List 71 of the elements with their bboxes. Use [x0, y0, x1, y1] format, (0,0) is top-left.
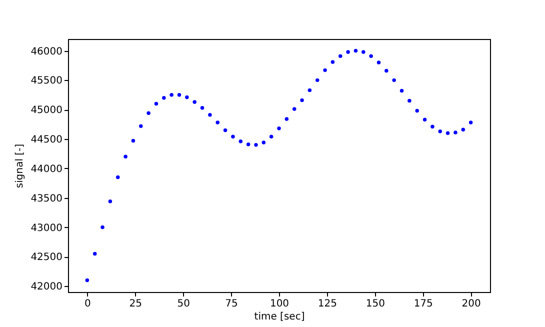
point: [223, 128, 228, 132]
point: [116, 175, 120, 180]
x-tick-label: 75: [225, 298, 238, 310]
point: [330, 60, 335, 64]
point: [200, 106, 204, 110]
y-tick-label: 46000: [30, 46, 62, 58]
point: [277, 126, 281, 130]
point: [446, 131, 450, 136]
point: [323, 68, 327, 72]
point: [461, 128, 466, 132]
point: [369, 54, 373, 58]
x-tick-label: 50: [177, 298, 190, 310]
x-tick-label: 100: [270, 298, 290, 310]
y-tick-label: 42500: [30, 252, 62, 264]
y-tick-label: 43000: [30, 222, 62, 234]
point: [292, 107, 296, 111]
point: [422, 118, 427, 122]
point: [384, 68, 388, 73]
x-tick-label: 200: [462, 298, 481, 310]
point: [131, 138, 136, 143]
point: [238, 140, 243, 144]
x-tick-label: 175: [414, 298, 433, 310]
point: [162, 96, 166, 100]
point: [192, 100, 196, 104]
point: [315, 78, 320, 82]
point: [108, 200, 112, 204]
point: [100, 225, 104, 230]
y-tick-label: 45500: [30, 76, 62, 87]
point: [284, 117, 289, 121]
x-tick-label: 25: [129, 298, 142, 310]
point: [262, 140, 266, 144]
y-tick-label: 42000: [30, 282, 62, 293]
point: [185, 95, 189, 100]
point: [124, 154, 128, 159]
point: [92, 252, 97, 256]
point: [170, 93, 174, 97]
point: [85, 278, 90, 282]
point: [254, 143, 258, 147]
point: [438, 130, 442, 134]
point: [454, 130, 458, 134]
point: [231, 134, 235, 139]
x-axis-title: time [sec]: [254, 312, 305, 322]
point: [415, 108, 419, 113]
point: [408, 98, 412, 103]
point: [177, 93, 182, 97]
point: [139, 124, 143, 128]
point: [246, 142, 250, 146]
point: [308, 88, 312, 92]
point: [154, 102, 158, 106]
y-tick-label: 44000: [30, 164, 62, 175]
y-axis-title: signal [-]: [14, 144, 26, 188]
y-tick-label: 44500: [30, 134, 62, 146]
point: [208, 113, 212, 117]
point: [362, 50, 366, 54]
x-tick-label: 125: [318, 298, 337, 310]
y-tick-label: 45000: [30, 105, 62, 116]
point: [468, 120, 473, 124]
x-tick-label: 0: [84, 298, 91, 310]
point: [346, 50, 350, 54]
point: [300, 98, 304, 102]
point: [269, 134, 274, 139]
point: [376, 60, 381, 64]
x-tick-label: 150: [366, 298, 385, 310]
point: [400, 88, 404, 93]
point: [392, 78, 396, 82]
point: [338, 54, 342, 58]
point: [354, 48, 358, 53]
point: [216, 120, 220, 124]
point: [430, 124, 434, 129]
y-tick-label: 43500: [30, 193, 62, 204]
point: [146, 111, 150, 115]
